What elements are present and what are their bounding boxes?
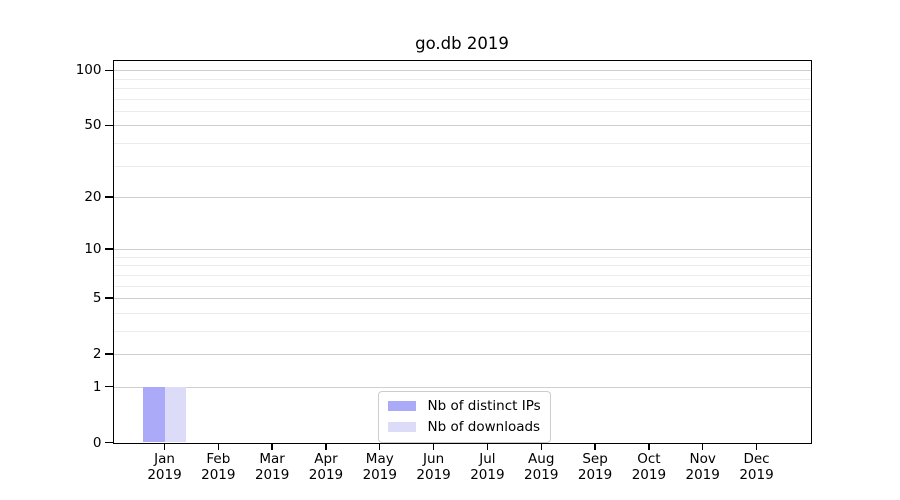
major-gridline [113,196,811,198]
x-tick-label: Jul 2019 [470,450,505,484]
x-tick-mark [540,443,542,450]
minor-gridline [113,142,811,144]
legend-swatch-distinct-ips [387,400,416,412]
x-tick-mark [755,443,758,450]
chart-title: go.db 2019 [415,34,509,53]
bar-series-1 [164,386,186,443]
y-tick-label: 50 [84,117,102,134]
major-gridline [113,297,811,299]
major-gridline [113,70,811,72]
minor-gridline [113,98,811,100]
x-tick-label: Nov 2019 [685,450,720,484]
y-tick-mark [104,297,113,299]
legend-label-distinct-ips: Nb of distinct IPs [427,398,541,414]
y-tick-mark [104,124,113,127]
y-tick-mark [104,69,113,71]
x-tick-mark [594,443,596,450]
y-tick-label: 0 [92,434,102,451]
y-tick-mark [104,248,113,250]
legend-item-distinct-ips: Nb of distinct IPs [387,398,541,415]
major-gridline [113,353,811,355]
y-tick-mark [104,441,113,444]
minor-gridline [113,78,811,80]
x-tick-label: Jun 2019 [416,450,451,484]
major-gridline [113,249,811,251]
x-tick-mark [648,443,650,450]
legend: Nb of distinct IPs Nb of downloads [377,390,551,443]
x-tick-mark [702,443,704,450]
legend-label-downloads: Nb of downloads [427,419,541,435]
x-tick-label: Sep 2019 [577,450,613,484]
x-tick-label: Feb 2019 [201,450,236,484]
legend-item-downloads: Nb of downloads [387,419,541,436]
y-tick-label: 1 [92,378,102,395]
x-tick-mark [217,443,219,450]
legend-swatch-downloads [387,421,416,433]
x-tick-mark [163,443,166,450]
x-tick-label: May 2019 [362,450,397,484]
major-gridline [113,125,811,127]
x-tick-label: Dec 2019 [739,450,774,484]
x-tick-label: Mar 2019 [254,450,290,484]
y-tick-label: 5 [92,289,102,306]
y-tick-mark [104,196,113,198]
x-tick-mark [379,443,381,450]
minor-gridline [113,165,811,167]
minor-gridline [113,312,811,314]
x-tick-label: Apr 2019 [308,450,344,484]
x-tick-mark [432,443,435,450]
y-tick-mark [104,385,113,388]
x-tick-label: Jan 2019 [147,450,182,484]
minor-gridline [113,88,811,90]
x-tick-label: Oct 2019 [631,450,667,484]
minor-gridline [113,265,811,267]
plot-area: Nb of distinct IPs Nb of downloads 0 1 2 5 1… [76,59,812,483]
minor-gridline [113,274,811,276]
bar-series-0 [143,386,165,443]
minor-gridline [113,256,811,258]
minor-gridline [113,330,811,332]
y-tick-label: 10 [84,241,102,258]
x-tick-label: Aug 2019 [524,450,559,484]
x-tick-mark [325,443,327,450]
major-gridline [113,386,811,388]
y-tick-label: 20 [84,188,102,205]
y-tick-label: 100 [75,62,102,79]
y-tick-label: 2 [92,345,102,362]
minor-gridline [113,285,811,287]
x-tick-mark [271,443,273,450]
y-tick-mark [104,353,113,355]
minor-gridline [113,110,811,112]
x-tick-mark [486,443,489,450]
